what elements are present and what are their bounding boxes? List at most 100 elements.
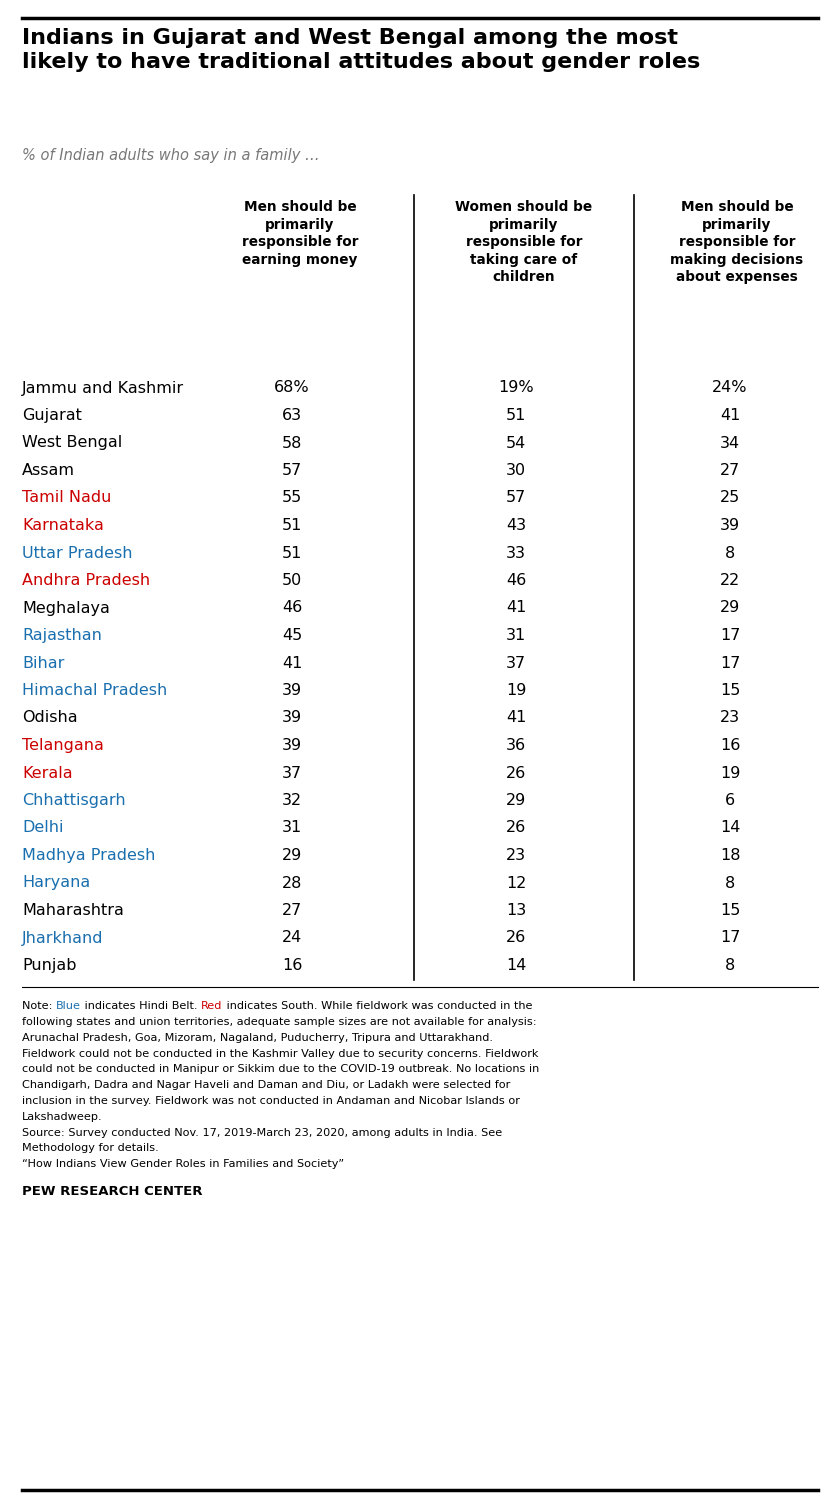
Text: PEW RESEARCH CENTER: PEW RESEARCH CENTER	[22, 1185, 202, 1199]
Text: 18: 18	[720, 848, 740, 863]
Text: 14: 14	[506, 958, 526, 973]
Text: 19%: 19%	[498, 381, 533, 396]
Text: Men should be
primarily
responsible for
making decisions
about expenses: Men should be primarily responsible for …	[670, 200, 804, 285]
Text: Andhra Pradesh: Andhra Pradesh	[22, 572, 150, 587]
Text: 46: 46	[282, 601, 302, 616]
Text: Haryana: Haryana	[22, 875, 90, 890]
Text: 51: 51	[506, 408, 526, 423]
Text: 19: 19	[506, 684, 526, 697]
Text: 17: 17	[720, 655, 740, 670]
Text: 26: 26	[506, 765, 526, 780]
Text: 13: 13	[506, 904, 526, 919]
Text: Rajasthan: Rajasthan	[22, 628, 102, 643]
Text: 32: 32	[282, 794, 302, 809]
Text: % of Indian adults who say in a family …: % of Indian adults who say in a family …	[22, 148, 320, 163]
Text: Jammu and Kashmir: Jammu and Kashmir	[22, 381, 184, 396]
Text: 41: 41	[506, 711, 526, 726]
Text: 17: 17	[720, 931, 740, 946]
Text: 41: 41	[506, 601, 526, 616]
Text: Punjab: Punjab	[22, 958, 76, 973]
Text: 19: 19	[720, 765, 740, 780]
Text: Blue: Blue	[56, 1001, 81, 1011]
Text: 55: 55	[282, 491, 302, 506]
Text: could not be conducted in Manipur or Sikkim due to the COVID-19 outbreak. No loc: could not be conducted in Manipur or Sik…	[22, 1065, 539, 1074]
Text: 30: 30	[506, 462, 526, 477]
Text: 39: 39	[282, 738, 302, 753]
Text: West Bengal: West Bengal	[22, 435, 123, 450]
Text: Odisha: Odisha	[22, 711, 77, 726]
Text: 63: 63	[282, 408, 302, 423]
Text: Meghalaya: Meghalaya	[22, 601, 110, 616]
Text: 37: 37	[506, 655, 526, 670]
Text: Delhi: Delhi	[22, 821, 64, 836]
Text: 29: 29	[506, 794, 526, 809]
Text: Women should be
primarily
responsible for
taking care of
children: Women should be primarily responsible fo…	[455, 200, 592, 285]
Text: Uttar Pradesh: Uttar Pradesh	[22, 545, 133, 560]
Text: 15: 15	[720, 904, 740, 919]
Text: 58: 58	[281, 435, 302, 450]
Text: 26: 26	[506, 931, 526, 946]
Text: 41: 41	[281, 655, 302, 670]
Text: 41: 41	[720, 408, 740, 423]
Text: 15: 15	[720, 684, 740, 697]
Text: indicates Hindi Belt.: indicates Hindi Belt.	[81, 1001, 202, 1011]
Text: Gujarat: Gujarat	[22, 408, 81, 423]
Text: 57: 57	[506, 491, 526, 506]
Text: Maharashtra: Maharashtra	[22, 904, 123, 919]
Text: Jharkhand: Jharkhand	[22, 931, 103, 946]
Text: 23: 23	[720, 711, 740, 726]
Text: 12: 12	[506, 875, 526, 890]
Text: Methodology for details.: Methodology for details.	[22, 1143, 159, 1154]
Text: 16: 16	[281, 958, 302, 973]
Text: 54: 54	[506, 435, 526, 450]
Text: 29: 29	[282, 848, 302, 863]
Text: 57: 57	[282, 462, 302, 477]
Text: 27: 27	[282, 904, 302, 919]
Text: 39: 39	[282, 684, 302, 697]
Text: Kerala: Kerala	[22, 765, 72, 780]
Text: 31: 31	[506, 628, 526, 643]
Text: Telangana: Telangana	[22, 738, 104, 753]
Text: Note:: Note:	[22, 1001, 56, 1011]
Text: 36: 36	[506, 738, 526, 753]
Text: 28: 28	[281, 875, 302, 890]
Text: 26: 26	[506, 821, 526, 836]
Text: 14: 14	[720, 821, 740, 836]
Text: 34: 34	[720, 435, 740, 450]
Text: Assam: Assam	[22, 462, 75, 477]
Text: 22: 22	[720, 572, 740, 587]
Text: Source: Survey conducted Nov. 17, 2019-March 23, 2020, among adults in India. Se: Source: Survey conducted Nov. 17, 2019-M…	[22, 1128, 502, 1137]
Text: Himachal Pradesh: Himachal Pradesh	[22, 684, 167, 697]
Text: 43: 43	[506, 518, 526, 533]
Text: Tamil Nadu: Tamil Nadu	[22, 491, 112, 506]
Text: Chhattisgarh: Chhattisgarh	[22, 794, 126, 809]
Text: 27: 27	[720, 462, 740, 477]
Text: Indians in Gujarat and West Bengal among the most
likely to have traditional att: Indians in Gujarat and West Bengal among…	[22, 29, 701, 71]
Text: 23: 23	[506, 848, 526, 863]
Text: 51: 51	[281, 518, 302, 533]
Text: 29: 29	[720, 601, 740, 616]
Text: following states and union territories, adequate sample sizes are not available : following states and union territories, …	[22, 1017, 537, 1027]
Text: 39: 39	[720, 518, 740, 533]
Text: 8: 8	[725, 875, 735, 890]
Text: indicates South. While fieldwork was conducted in the: indicates South. While fieldwork was con…	[223, 1001, 532, 1011]
Text: 46: 46	[506, 572, 526, 587]
Text: Bihar: Bihar	[22, 655, 65, 670]
Text: 24%: 24%	[712, 381, 748, 396]
Text: 24: 24	[282, 931, 302, 946]
Text: Chandigarh, Dadra and Nagar Haveli and Daman and Diu, or Ladakh were selected fo: Chandigarh, Dadra and Nagar Haveli and D…	[22, 1080, 510, 1090]
Text: 8: 8	[725, 545, 735, 560]
Text: inclusion in the survey. Fieldwork was not conducted in Andaman and Nicobar Isla: inclusion in the survey. Fieldwork was n…	[22, 1096, 520, 1105]
Text: 33: 33	[506, 545, 526, 560]
Text: Arunachal Pradesh, Goa, Mizoram, Nagaland, Puducherry, Tripura and Uttarakhand.: Arunachal Pradesh, Goa, Mizoram, Nagalan…	[22, 1033, 493, 1042]
Text: 51: 51	[281, 545, 302, 560]
Text: 45: 45	[282, 628, 302, 643]
Text: Fieldwork could not be conducted in the Kashmir Valley due to security concerns.: Fieldwork could not be conducted in the …	[22, 1048, 538, 1059]
Text: 8: 8	[725, 958, 735, 973]
Text: Madhya Pradesh: Madhya Pradesh	[22, 848, 155, 863]
Text: 16: 16	[720, 738, 740, 753]
Text: 39: 39	[282, 711, 302, 726]
Text: 6: 6	[725, 794, 735, 809]
Text: 68%: 68%	[274, 381, 310, 396]
Text: “How Indians View Gender Roles in Families and Society”: “How Indians View Gender Roles in Famili…	[22, 1160, 344, 1169]
